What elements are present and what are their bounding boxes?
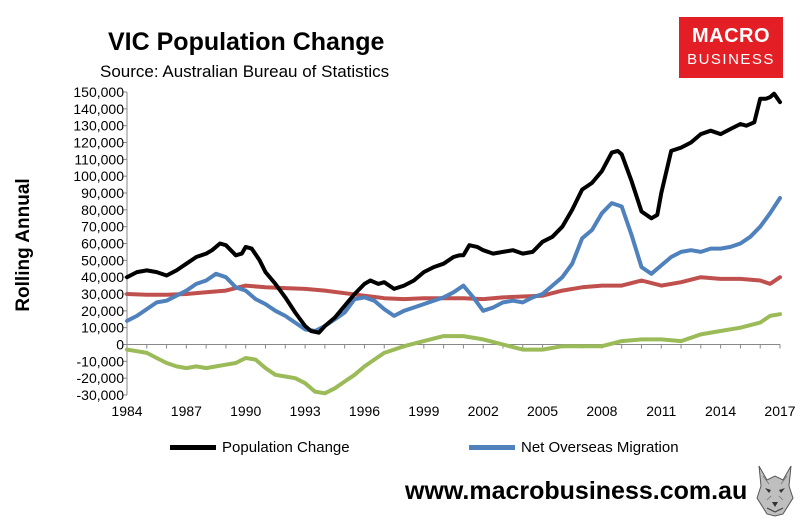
series-line-interstate-migration	[125, 312, 782, 396]
chart-subtitle: Source: Australian Bureau of Statistics	[100, 62, 390, 81]
y-tick-label: 30,000	[81, 286, 124, 302]
x-tick-label: 2017	[764, 403, 795, 419]
x-tick-label: 2014	[705, 403, 736, 419]
y-tick-label: 110,000	[74, 151, 124, 167]
legend-label-net-overseas-migration: Net Overseas Migration	[521, 438, 679, 456]
y-tick-label: 60,000	[81, 236, 124, 252]
y-tick-label: 40,000	[81, 269, 124, 285]
y-tick-label: 120,000	[73, 135, 124, 151]
y-tick-label: 10,000	[81, 320, 124, 336]
y-tick-label: 20,000	[81, 303, 124, 319]
y-tick-label: 70,000	[81, 219, 124, 235]
x-tick-label: 1996	[349, 403, 380, 419]
x-tick-label: 1984	[111, 403, 142, 419]
y-tick-label: 80,000	[81, 202, 124, 218]
series-line-natural-increase	[125, 275, 782, 302]
legend-item-population-change: Population Change	[170, 438, 350, 456]
series-line-net-overseas-migration	[125, 196, 782, 333]
y-tick-label: -20,000	[77, 370, 125, 386]
x-tick-label: 1993	[290, 403, 321, 419]
y-tick-label: 90,000	[81, 185, 124, 201]
y-tick-label: -30,000	[77, 387, 125, 403]
y-tick-label: 50,000	[81, 252, 124, 268]
chart-axes	[123, 91, 781, 396]
website-url: www.macrobusiness.com.au	[405, 477, 748, 505]
chart-series	[125, 91, 782, 396]
legend-label-population-change: Population Change	[222, 438, 350, 456]
logo-line-2: BUSINESS	[687, 51, 775, 68]
macrobusiness-logo: MACRO BUSINESS	[679, 17, 783, 78]
logo-line-1: MACRO	[691, 25, 771, 47]
y-tick-label: 100,000	[73, 168, 124, 184]
y-tick-label: 150,000	[73, 84, 124, 100]
x-tick-label: 2005	[527, 403, 558, 419]
legend-swatch-population-change	[170, 444, 216, 450]
x-tick-label: 1999	[408, 403, 439, 419]
x-tick-label: 2011	[646, 403, 676, 419]
legend-item-net-overseas-migration: Net Overseas Migration	[469, 438, 679, 456]
x-tick-label: 1990	[230, 403, 261, 419]
y-tick-label: 140,000	[73, 101, 124, 117]
y-tick-label: 0	[116, 337, 124, 353]
series-line-population-change	[125, 91, 782, 335]
x-tick-label: 1987	[171, 403, 202, 419]
x-tick-label: 2002	[468, 403, 499, 419]
y-tick-label: -10,000	[77, 353, 125, 369]
legend-swatch-net-overseas-migration	[469, 444, 515, 450]
chart-tick-labels: -30,000-20,000-10,000010,00020,00030,000…	[73, 84, 795, 419]
chart-title: VIC Population Change	[108, 28, 385, 56]
x-tick-label: 2008	[586, 403, 617, 419]
y-tick-label: 130,000	[73, 118, 124, 134]
wolf-head-icon	[753, 462, 797, 518]
